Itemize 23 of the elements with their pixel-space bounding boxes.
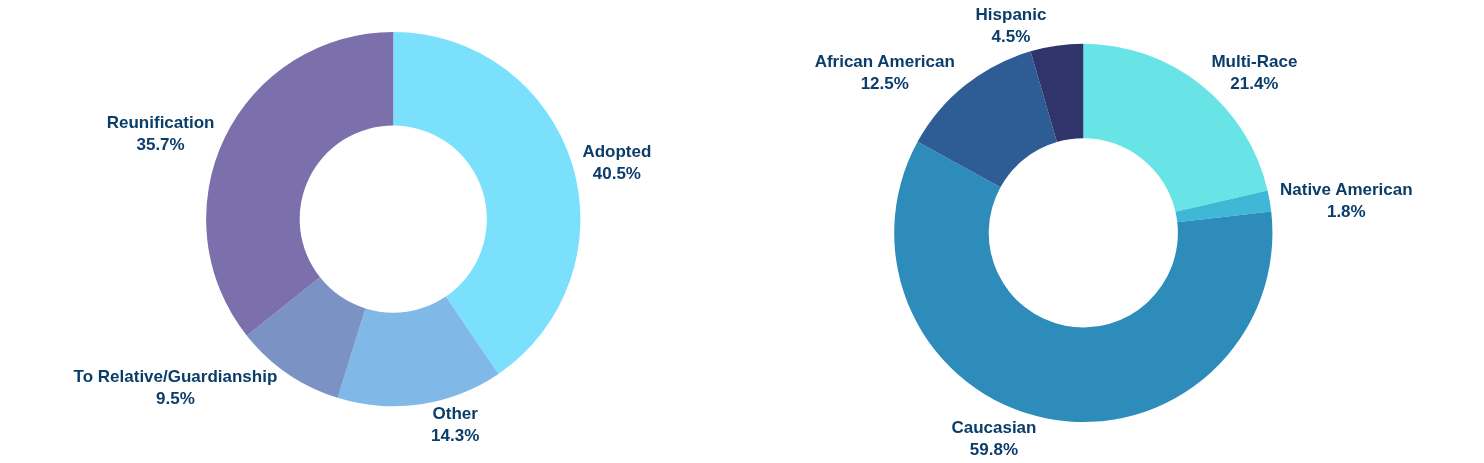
slice-label: Adopted bbox=[582, 141, 652, 161]
donut-slice bbox=[894, 141, 1273, 422]
data-label: 1.8% bbox=[1326, 201, 1366, 221]
data-label: 4.5% bbox=[991, 27, 1031, 47]
donut-slice bbox=[1175, 190, 1272, 223]
data-label: 40.5% bbox=[592, 163, 641, 183]
data-label: 59.8% bbox=[969, 439, 1019, 459]
slice-label: Reunification bbox=[106, 113, 215, 133]
slice-label: To Relative/Guardianship bbox=[73, 366, 278, 386]
data-label: 21.4% bbox=[1230, 73, 1279, 93]
slice-label: Multi-Race bbox=[1211, 51, 1298, 71]
data-label: 35.7% bbox=[136, 135, 185, 155]
donut-slice bbox=[393, 31, 581, 374]
slice-label: Other bbox=[432, 403, 479, 423]
slice-label: African American bbox=[814, 52, 955, 72]
slice-label: Caucasian bbox=[951, 417, 1037, 437]
slice-label: Hispanic bbox=[975, 4, 1047, 24]
data-label: 14.3% bbox=[431, 425, 480, 445]
data-label: 12.5% bbox=[860, 74, 909, 94]
slice-label: Native American bbox=[1280, 179, 1413, 199]
donut-slice bbox=[337, 296, 499, 407]
data-label: 9.5% bbox=[156, 389, 195, 409]
donut-slice bbox=[1030, 43, 1084, 143]
